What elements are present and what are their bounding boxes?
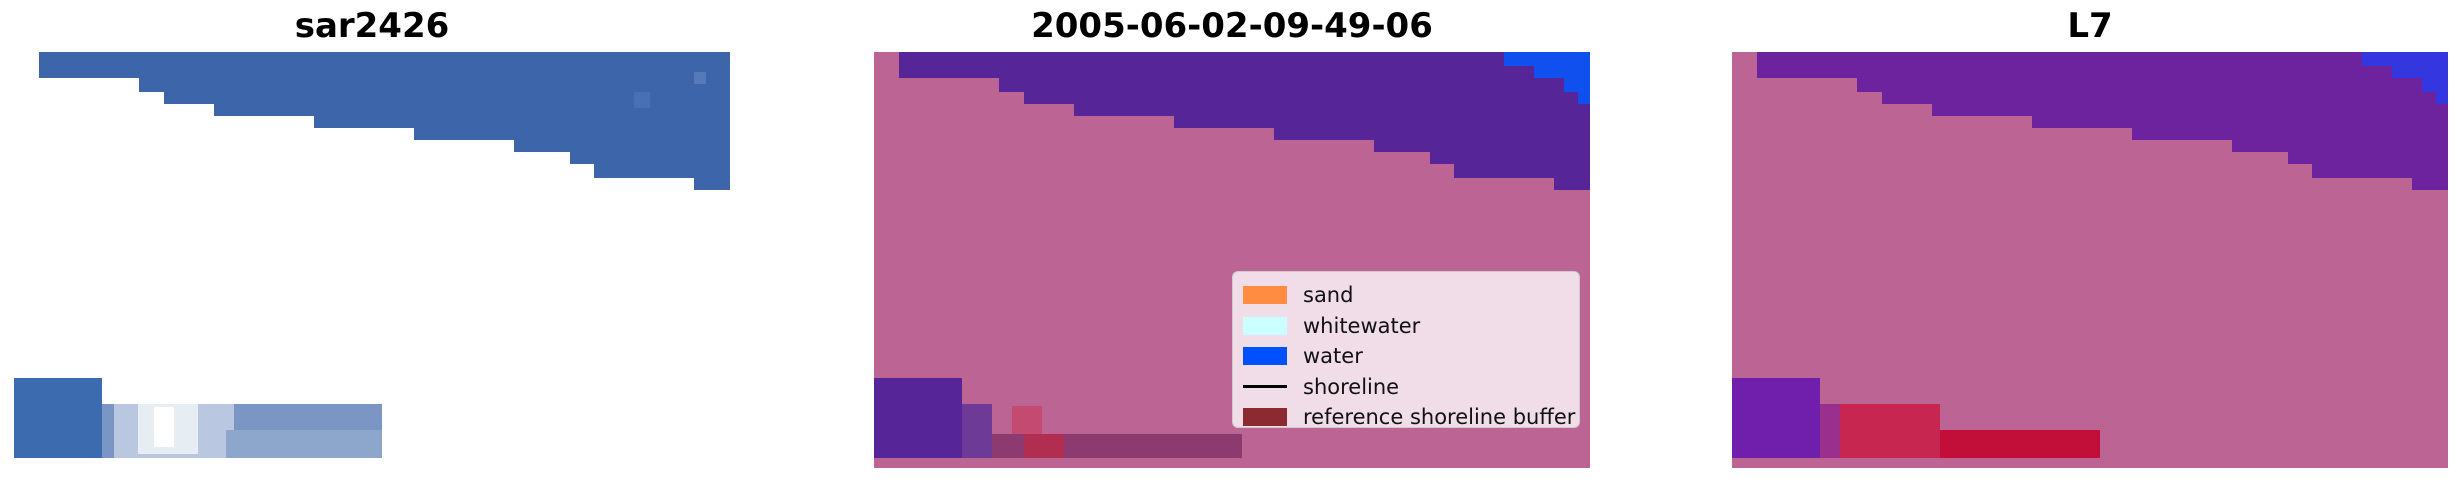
- legend-item-shoreline: shoreline: [1243, 372, 1569, 403]
- buffer-swatch: [1243, 408, 1287, 427]
- shoreline-line-swatch: [1243, 385, 1287, 389]
- sand-swatch: [1243, 286, 1287, 305]
- legend: sand whitewater water shoreline referenc…: [1232, 271, 1580, 429]
- rgb-image: [14, 52, 730, 458]
- legend-label: reference shoreline buffer: [1303, 405, 1576, 430]
- legend-label: shoreline: [1303, 374, 1400, 399]
- legend-label: sand: [1303, 283, 1354, 308]
- probability-image: [1732, 52, 2448, 468]
- legend-item-water: water: [1243, 341, 1569, 372]
- legend-label: water: [1303, 344, 1363, 369]
- legend-item-whitewater: whitewater: [1243, 311, 1569, 342]
- panel-title: 2005-06-02-09-49-06: [1031, 6, 1433, 46]
- panel-title: sar2426: [294, 6, 450, 46]
- whitewater-swatch: [1243, 316, 1287, 335]
- legend-label: whitewater: [1303, 313, 1421, 338]
- legend-item-reference-buffer: reference shoreline buffer: [1243, 402, 1575, 433]
- legend-item-sand: sand: [1243, 280, 1569, 311]
- water-swatch: [1243, 347, 1287, 366]
- panel-title: L7: [2067, 6, 2113, 46]
